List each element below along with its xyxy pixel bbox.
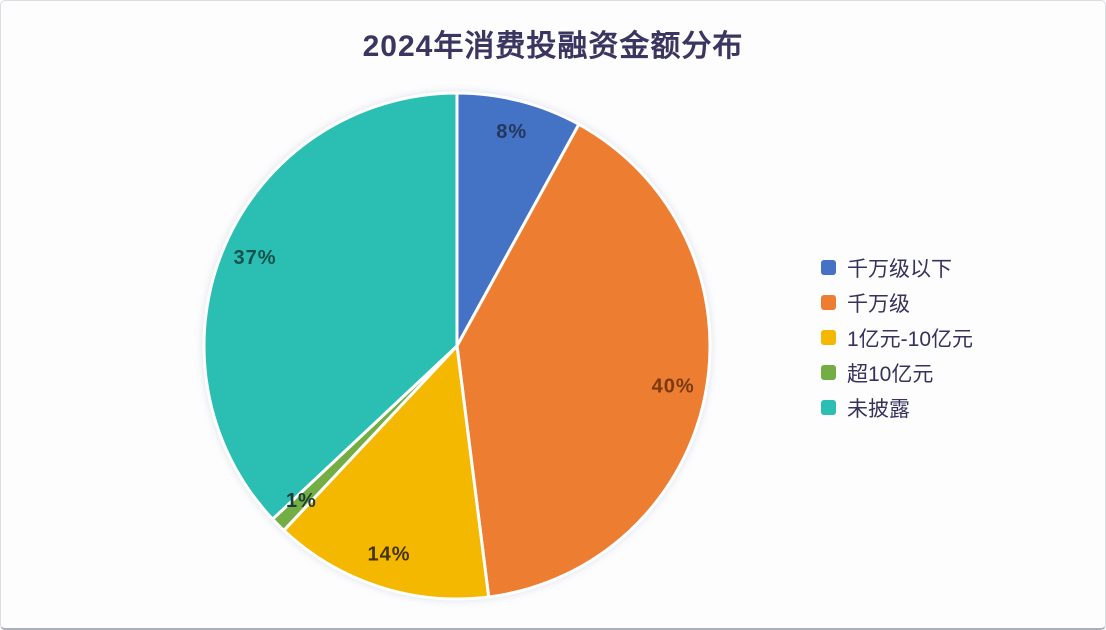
legend-label-4: 未披露 — [847, 397, 910, 421]
pie-slice-0 — [455, 91, 581, 348]
pie-label-1: 40% — [652, 375, 695, 397]
legend-swatch-2 — [821, 330, 836, 345]
legend-label-0: 千万级以下 — [847, 257, 952, 281]
legend-item-2: 1亿元-10亿元 — [821, 320, 973, 355]
legend-swatch-3 — [821, 365, 836, 380]
pie-label-4: 37% — [233, 247, 276, 269]
legend-label-2: 1亿元-10亿元 — [847, 327, 974, 351]
pie-slice-2 — [282, 344, 491, 601]
legend-swatch-4 — [821, 400, 836, 415]
pie-label-0: 8% — [496, 121, 527, 143]
legend-item-1: 千万级 — [821, 285, 973, 320]
legend-item-3: 超10亿元 — [821, 355, 973, 390]
legend-label-3: 超10亿元 — [847, 362, 934, 386]
legend-item-0: 千万级以下 — [821, 250, 973, 285]
legend: 千万级以下千万级 1亿元-10亿元 超10亿元未披露 — [821, 250, 973, 425]
pie-slice-4 — [202, 91, 459, 521]
legend-label-1: 千万级 — [847, 292, 910, 316]
legend-item-4: 未披露 — [821, 390, 973, 425]
chart-title: 2024年消费投融资金额分布 — [362, 30, 744, 63]
legend-swatch-1 — [821, 295, 836, 310]
pie-label-3: 1% — [286, 490, 317, 512]
legend-swatch-0 — [821, 260, 836, 275]
pie-slice-1 — [455, 122, 712, 599]
pie-label-2: 14% — [367, 544, 410, 566]
